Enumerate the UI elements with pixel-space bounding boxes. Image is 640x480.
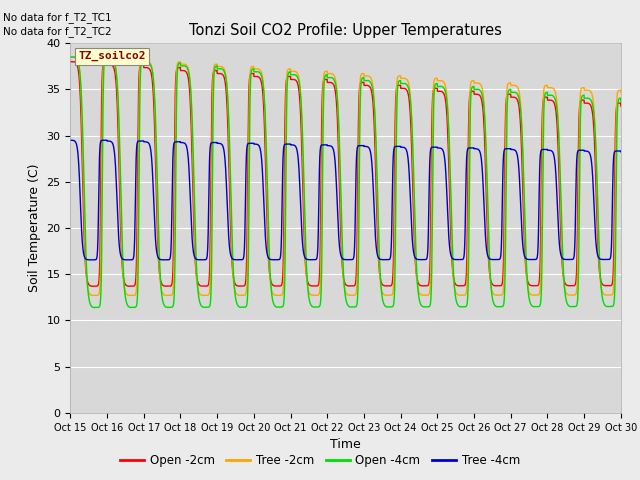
Open -2cm — [616, 100, 624, 106]
Title: Tonzi Soil CO2 Profile: Upper Temperatures: Tonzi Soil CO2 Profile: Upper Temperatur… — [189, 23, 502, 38]
Open -4cm — [616, 96, 624, 101]
Text: No data for f_T2_TC2: No data for f_T2_TC2 — [3, 26, 112, 37]
Open -4cm — [617, 98, 625, 104]
Tree -4cm — [469, 145, 477, 151]
Tree -4cm — [616, 148, 624, 154]
Open -4cm — [325, 75, 333, 81]
Tree -2cm — [88, 293, 96, 299]
Open -2cm — [166, 283, 173, 289]
Line: Open -2cm: Open -2cm — [70, 62, 621, 286]
Legend: Open -2cm, Tree -2cm, Open -4cm, Tree -4cm: Open -2cm, Tree -2cm, Open -4cm, Tree -4… — [115, 449, 525, 472]
Open -2cm — [500, 202, 508, 208]
Tree -4cm — [67, 137, 75, 143]
Tree -2cm — [67, 54, 74, 60]
Open -2cm — [469, 88, 477, 94]
Open -4cm — [90, 305, 97, 311]
Tree -2cm — [617, 90, 625, 96]
Open -2cm — [617, 103, 625, 109]
Open -2cm — [325, 80, 333, 85]
Tree -4cm — [67, 137, 74, 143]
Y-axis label: Soil Temperature (C): Soil Temperature (C) — [28, 164, 41, 292]
Line: Tree -4cm: Tree -4cm — [70, 140, 621, 260]
Open -4cm — [71, 54, 79, 60]
Open -4cm — [166, 304, 173, 310]
Open -2cm — [67, 59, 74, 65]
Tree -2cm — [616, 87, 624, 93]
Tree -2cm — [500, 261, 508, 267]
Open -4cm — [500, 295, 508, 301]
Open -2cm — [70, 59, 77, 65]
Open -4cm — [469, 84, 477, 89]
Tree -4cm — [439, 147, 447, 153]
Tree -4cm — [500, 147, 508, 153]
Open -4cm — [439, 84, 447, 90]
Tree -2cm — [469, 78, 477, 84]
Tree -4cm — [617, 149, 625, 155]
Tree -4cm — [325, 143, 333, 149]
Open -2cm — [88, 283, 95, 289]
Line: Tree -2cm: Tree -2cm — [70, 57, 621, 296]
Tree -2cm — [70, 54, 78, 60]
Text: No data for f_T2_TC1: No data for f_T2_TC1 — [3, 12, 112, 23]
Tree -2cm — [439, 78, 447, 84]
Open -4cm — [67, 54, 74, 60]
Line: Open -4cm: Open -4cm — [70, 57, 621, 308]
Tree -4cm — [86, 257, 93, 263]
Open -2cm — [439, 89, 447, 95]
Tree -2cm — [325, 71, 333, 76]
X-axis label: Time: Time — [330, 438, 361, 451]
Tree -2cm — [166, 292, 173, 298]
Tree -4cm — [166, 256, 173, 262]
